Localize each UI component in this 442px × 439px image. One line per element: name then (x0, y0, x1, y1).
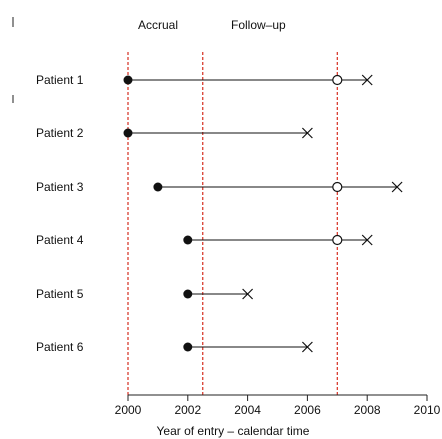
patient-label: Patient 3 (36, 180, 84, 194)
x-tick-label: 2004 (234, 403, 261, 417)
event-cross (361, 74, 373, 86)
censor-point (332, 74, 343, 86)
patient-row: Patient 6 (36, 340, 313, 354)
event-cross (301, 127, 313, 139)
x-tick-label: 2002 (174, 403, 201, 417)
patient-label: Patient 5 (36, 287, 84, 301)
entry-point (123, 128, 133, 138)
patient-label: Patient 2 (36, 126, 84, 140)
reference-lines (127, 52, 338, 396)
entry-point (153, 182, 163, 192)
x-axis-title: Year of entry – calendar time (157, 424, 310, 438)
patient-row: Patient 4 (36, 233, 373, 247)
event-cross (391, 181, 403, 193)
x-tick-label: 2000 (115, 403, 142, 417)
patient-label: Patient 6 (36, 340, 84, 354)
follow-up-label: Follow–up (231, 18, 286, 32)
event-cross (361, 234, 373, 246)
entry-point (183, 235, 193, 245)
patient-label: Patient 4 (36, 233, 84, 247)
entry-point (123, 75, 133, 85)
patient-row: Patient 2 (36, 126, 313, 140)
x-tick-label: 2008 (354, 403, 381, 417)
event-cross (242, 288, 254, 300)
x-axis: 2000 2002 2004 2006 2008 2010 (115, 394, 441, 417)
entry-point (183, 289, 193, 299)
censor-point (332, 181, 343, 193)
x-tick-label: 2006 (294, 403, 321, 417)
patient-rows: Patient 1 Patient 2 Patient 3 Patient 4 Pati… (36, 73, 403, 354)
event-cross (301, 341, 313, 353)
patient-row: Patient 3 (36, 180, 403, 194)
censor-point (332, 234, 343, 246)
patient-label: Patient 1 (36, 73, 84, 87)
patient-row: Patient 1 (36, 73, 373, 87)
accrual-label: Accrual (138, 18, 178, 32)
x-tick-label: 2010 (414, 403, 441, 417)
patient-row: Patient 5 (36, 287, 254, 301)
entry-point (183, 342, 193, 352)
